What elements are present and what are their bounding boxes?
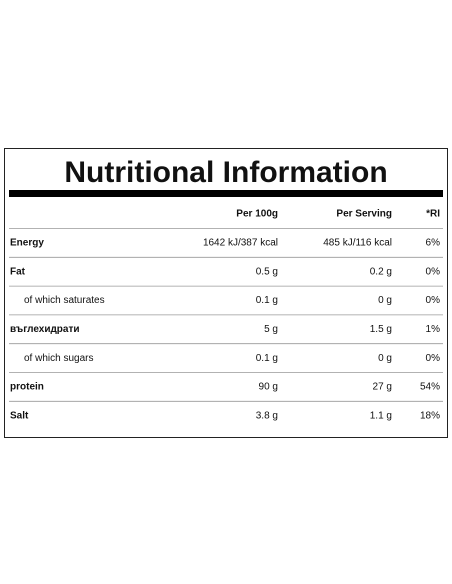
- row-label: of which saturates: [24, 295, 105, 306]
- row-label: Fat: [10, 266, 26, 277]
- cell-value: 0%: [426, 295, 441, 306]
- cell-value: 5 g: [264, 324, 278, 335]
- panel-border: [4, 148, 448, 438]
- row-label: Energy: [10, 238, 44, 249]
- title-bar: [9, 190, 443, 197]
- cell-value: 0.2 g: [370, 266, 392, 277]
- cell-value: 0 g: [378, 353, 392, 364]
- row-label: въглехидрати: [10, 324, 80, 335]
- cell-value: 54%: [420, 382, 440, 393]
- cell-value: 1.5 g: [370, 324, 392, 335]
- cell-value: 485 kJ/116 kcal: [323, 238, 392, 249]
- column-header: Per 100g: [236, 209, 278, 220]
- title: Nutritional Information: [64, 156, 387, 189]
- cell-value: 0%: [426, 266, 441, 277]
- row-label: of which sugars: [24, 353, 93, 364]
- cell-value: 18%: [420, 410, 440, 421]
- cell-value: 90 g: [259, 382, 278, 393]
- cell-value: 27 g: [373, 382, 392, 393]
- cell-value: 0.1 g: [256, 295, 278, 306]
- cell-value: 1.1 g: [370, 410, 392, 421]
- column-header: *RI: [426, 209, 440, 220]
- row-label: Salt: [10, 410, 29, 421]
- row-label: protein: [10, 382, 44, 393]
- rows: Energy 1642 kJ/387 kcal 485 kJ/116 kcal 6% F…: [9, 228, 443, 421]
- column-header: Per Serving: [336, 209, 392, 220]
- cell-value: 0.1 g: [256, 353, 278, 364]
- cell-value: 0 g: [378, 295, 392, 306]
- cell-value: 1%: [426, 324, 441, 335]
- cell-value: 0.5 g: [256, 266, 278, 277]
- cell-value: 3.8 g: [256, 410, 278, 421]
- cell-value: 6%: [426, 238, 441, 249]
- cell-value: 1642 kJ/387 kcal: [203, 238, 278, 249]
- cell-value: 0%: [426, 353, 441, 364]
